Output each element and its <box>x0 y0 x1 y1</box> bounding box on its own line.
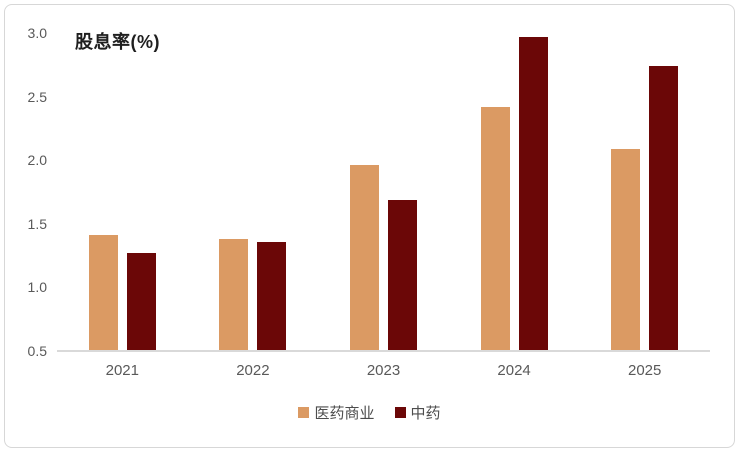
legend-swatch-icon <box>298 407 310 418</box>
legend-label: 中药 <box>410 405 441 422</box>
bar-series0-2021 <box>88 235 118 350</box>
bar-series0-2025 <box>611 148 641 350</box>
chart-title: 股息率(%) <box>75 32 160 52</box>
bar-series0-2022 <box>219 239 249 350</box>
bar-series1-2022 <box>257 241 287 350</box>
y-tick-label: 1.5 <box>27 215 47 232</box>
y-tick-label: 2.5 <box>27 88 47 105</box>
y-tick-label: 3.0 <box>27 25 47 41</box>
x-axis-line <box>57 350 710 352</box>
legend-item-series0: 医药商业 <box>298 402 375 423</box>
legend: 医药商业 中药 <box>0 402 739 423</box>
bar-series1-2021 <box>126 253 156 350</box>
x-tick-label-2021: 2021 <box>105 362 139 379</box>
legend-item-series1: 中药 <box>394 402 441 423</box>
bar-series1-2023 <box>388 199 417 350</box>
bar-series0-2023 <box>350 165 379 350</box>
y-tick-label: 2.0 <box>27 152 47 169</box>
y-tick-label: 1.0 <box>27 279 47 296</box>
y-tick-label: 0.5 <box>27 343 47 359</box>
x-tick-label-2023: 2023 <box>366 362 401 379</box>
legend-swatch-icon <box>394 407 406 418</box>
x-tick-label-2025: 2025 <box>628 362 662 379</box>
bar-series1-2024 <box>518 36 548 350</box>
bar-series0-2024 <box>480 106 510 350</box>
x-tick-label-2022: 2022 <box>236 362 270 379</box>
legend-label: 医药商业 <box>314 405 375 422</box>
bar-series1-2025 <box>649 66 679 350</box>
x-tick-label-2024: 2024 <box>497 362 531 379</box>
